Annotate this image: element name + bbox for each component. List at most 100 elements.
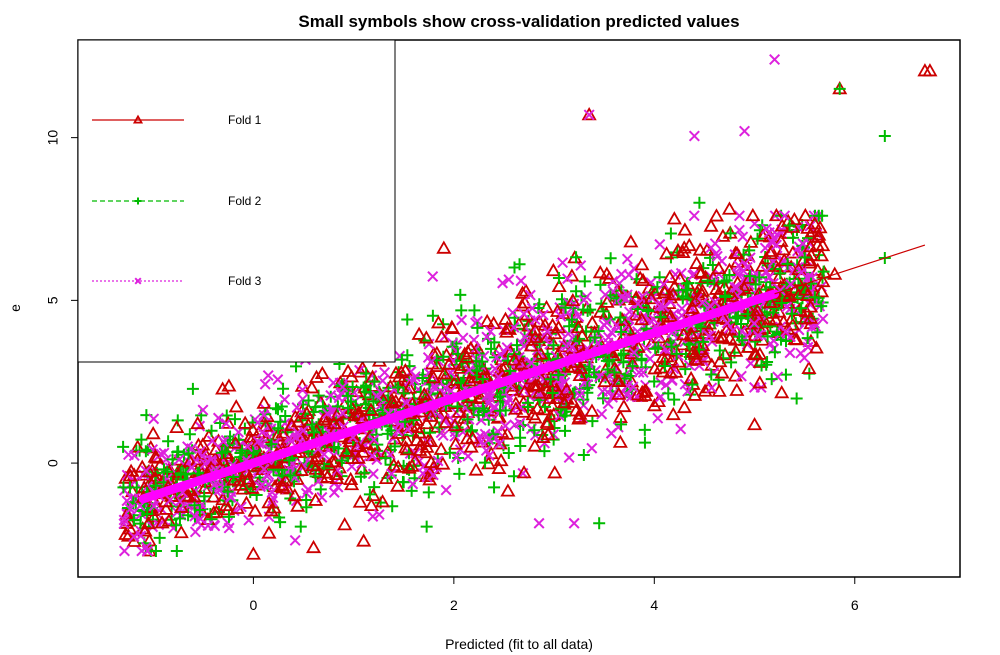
data-point bbox=[652, 412, 664, 424]
data-point bbox=[386, 457, 402, 471]
data-point bbox=[779, 368, 792, 381]
data-point bbox=[570, 319, 586, 334]
data-point bbox=[581, 381, 594, 394]
data-point bbox=[779, 210, 791, 222]
data-point bbox=[773, 233, 789, 247]
data-point bbox=[538, 445, 551, 458]
data-point bbox=[326, 416, 342, 430]
data-point bbox=[265, 438, 278, 451]
data-point bbox=[269, 402, 282, 415]
data-point bbox=[482, 413, 495, 426]
data-point bbox=[457, 332, 469, 344]
data-point bbox=[497, 311, 514, 325]
data-point bbox=[687, 387, 703, 401]
data-point bbox=[611, 373, 627, 388]
data-point bbox=[605, 427, 617, 439]
data-point bbox=[578, 294, 590, 306]
data-point bbox=[256, 426, 268, 438]
data-point bbox=[361, 387, 377, 401]
data-point bbox=[550, 319, 567, 334]
data-point bbox=[359, 398, 372, 411]
data-point bbox=[752, 375, 768, 389]
data-point bbox=[634, 257, 650, 271]
legend-marker bbox=[134, 277, 142, 285]
data-point bbox=[427, 469, 439, 481]
data-point bbox=[235, 501, 247, 513]
data-point bbox=[662, 387, 675, 400]
data-point bbox=[522, 400, 535, 413]
data-point bbox=[524, 289, 536, 301]
data-point bbox=[779, 335, 792, 348]
data-point bbox=[602, 313, 615, 326]
data-point bbox=[637, 387, 653, 402]
data-point bbox=[768, 207, 784, 222]
data-point bbox=[158, 447, 170, 459]
data-point bbox=[740, 339, 756, 353]
data-point bbox=[148, 500, 160, 512]
data-point bbox=[527, 329, 543, 343]
data-point bbox=[729, 311, 742, 324]
data-point bbox=[259, 378, 271, 390]
data-point bbox=[529, 400, 545, 415]
data-point bbox=[310, 448, 326, 463]
data-point bbox=[588, 331, 601, 344]
data-point bbox=[261, 495, 277, 509]
data-point bbox=[272, 374, 284, 386]
data-point bbox=[602, 386, 614, 398]
data-point bbox=[222, 510, 235, 523]
data-point bbox=[217, 435, 229, 448]
data-point bbox=[499, 426, 515, 440]
data-point bbox=[425, 370, 442, 384]
data-point bbox=[467, 402, 480, 415]
data-point bbox=[642, 304, 655, 317]
outlier-point bbox=[583, 109, 595, 121]
data-point bbox=[565, 394, 581, 408]
data-point bbox=[571, 409, 587, 423]
data-point bbox=[266, 486, 278, 498]
data-point bbox=[517, 295, 533, 309]
data-point bbox=[513, 356, 529, 370]
chart-title: Small symbols show cross-validation pred… bbox=[298, 12, 739, 31]
data-point bbox=[297, 384, 309, 396]
data-point bbox=[459, 349, 475, 363]
data-point bbox=[405, 484, 418, 497]
data-point bbox=[572, 367, 588, 382]
data-point bbox=[228, 413, 241, 426]
data-point bbox=[812, 209, 825, 222]
data-point bbox=[754, 258, 770, 272]
data-point bbox=[537, 309, 549, 321]
data-point bbox=[621, 289, 633, 301]
data-point bbox=[615, 418, 628, 431]
data-point bbox=[686, 378, 699, 391]
data-point bbox=[190, 415, 206, 430]
data-point bbox=[729, 245, 745, 259]
data-point bbox=[206, 435, 218, 447]
data-point bbox=[126, 467, 142, 481]
data-point bbox=[400, 397, 412, 409]
data-point bbox=[368, 375, 381, 388]
data-point bbox=[352, 494, 368, 508]
outlier-point bbox=[666, 211, 682, 225]
data-point bbox=[712, 353, 728, 368]
data-point bbox=[198, 490, 211, 503]
data-point bbox=[240, 471, 257, 485]
data-point bbox=[300, 501, 313, 514]
data-point bbox=[561, 307, 573, 319]
data-point bbox=[325, 453, 341, 468]
data-point bbox=[635, 272, 651, 287]
data-point bbox=[329, 470, 345, 485]
data-point bbox=[547, 339, 560, 352]
data-point bbox=[753, 271, 766, 284]
data-point bbox=[173, 499, 190, 513]
data-point bbox=[523, 338, 539, 352]
data-point bbox=[814, 284, 830, 298]
data-point bbox=[760, 358, 773, 371]
data-point bbox=[665, 340, 678, 353]
data-point bbox=[337, 517, 353, 531]
data-point bbox=[697, 325, 713, 339]
data-point bbox=[718, 275, 731, 288]
data-point bbox=[565, 292, 581, 307]
data-point bbox=[765, 373, 778, 386]
data-point bbox=[612, 434, 628, 448]
